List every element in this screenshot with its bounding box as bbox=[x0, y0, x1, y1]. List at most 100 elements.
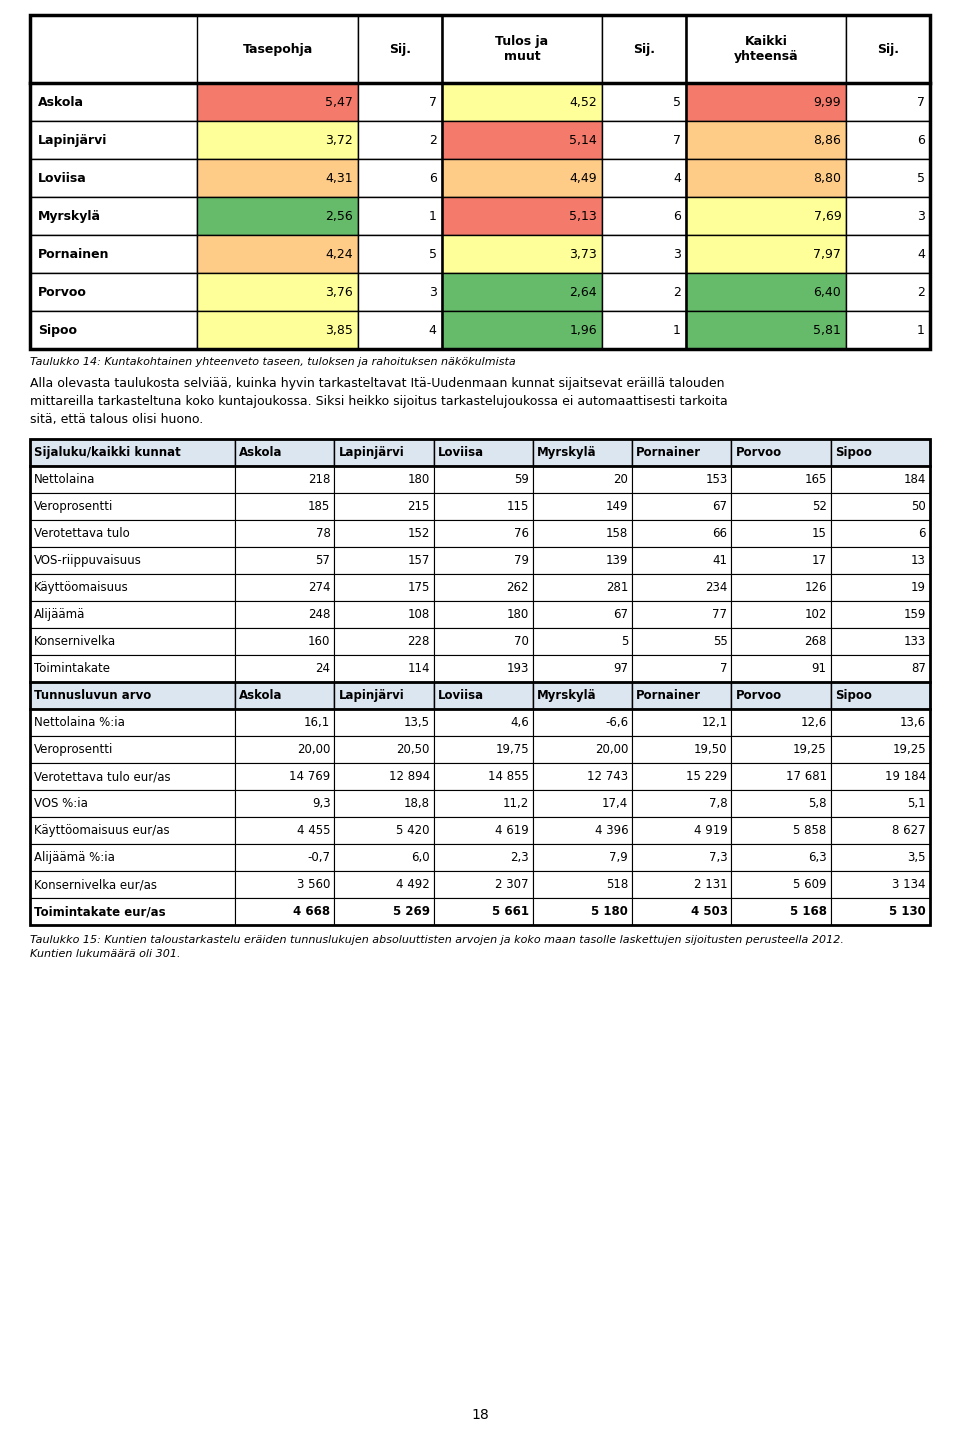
Text: 5: 5 bbox=[621, 635, 628, 648]
Text: 4 455: 4 455 bbox=[297, 825, 330, 838]
Text: 11,2: 11,2 bbox=[503, 798, 529, 810]
Bar bbox=[30, 312, 198, 349]
Bar bbox=[434, 845, 533, 871]
Text: 7: 7 bbox=[428, 96, 437, 109]
Text: 3: 3 bbox=[673, 249, 681, 262]
Bar bbox=[30, 467, 235, 493]
Text: Lapinjärvi: Lapinjärvi bbox=[339, 447, 404, 460]
Bar bbox=[30, 790, 235, 818]
Bar bbox=[434, 710, 533, 736]
Bar bbox=[732, 683, 830, 710]
Bar bbox=[442, 273, 602, 312]
Bar bbox=[434, 683, 533, 710]
Text: Myrskylä: Myrskylä bbox=[38, 210, 101, 223]
Bar bbox=[633, 763, 732, 790]
Text: 13,5: 13,5 bbox=[403, 717, 430, 730]
Text: 6: 6 bbox=[917, 134, 925, 147]
Bar bbox=[434, 736, 533, 763]
Bar bbox=[235, 845, 334, 871]
Bar bbox=[334, 520, 434, 547]
Text: Kaikki
yhteensä: Kaikki yhteensä bbox=[733, 34, 799, 63]
Text: 4 668: 4 668 bbox=[294, 905, 330, 918]
Text: 180: 180 bbox=[407, 473, 430, 486]
Text: 160: 160 bbox=[308, 635, 330, 648]
Bar bbox=[633, 683, 732, 710]
Bar bbox=[442, 312, 602, 349]
Text: 20,00: 20,00 bbox=[297, 743, 330, 756]
Bar bbox=[633, 547, 732, 575]
Text: Sipoo: Sipoo bbox=[38, 323, 77, 336]
Text: 18,8: 18,8 bbox=[403, 798, 430, 810]
Bar bbox=[685, 83, 847, 121]
Bar bbox=[334, 871, 434, 898]
Bar bbox=[533, 683, 633, 710]
Text: 20: 20 bbox=[613, 473, 628, 486]
Text: 18: 18 bbox=[471, 1408, 489, 1423]
Bar bbox=[732, 547, 830, 575]
Text: 2: 2 bbox=[429, 134, 437, 147]
Text: -6,6: -6,6 bbox=[605, 717, 628, 730]
Text: 139: 139 bbox=[606, 555, 628, 568]
Text: 15 229: 15 229 bbox=[686, 770, 728, 783]
Bar bbox=[30, 845, 235, 871]
Text: 4: 4 bbox=[917, 249, 925, 262]
Text: -0,7: -0,7 bbox=[307, 851, 330, 865]
Bar bbox=[830, 440, 930, 467]
Bar bbox=[334, 790, 434, 818]
Bar bbox=[685, 236, 847, 273]
Bar bbox=[434, 493, 533, 520]
Text: 17: 17 bbox=[812, 555, 827, 568]
Bar bbox=[830, 602, 930, 628]
Bar bbox=[533, 628, 633, 655]
Text: Pornainen: Pornainen bbox=[38, 249, 109, 262]
Text: Askola: Askola bbox=[38, 96, 84, 109]
Bar bbox=[334, 683, 434, 710]
Bar bbox=[358, 273, 442, 312]
Text: 7: 7 bbox=[720, 662, 728, 675]
Text: Porvoo: Porvoo bbox=[38, 286, 86, 299]
Bar bbox=[830, 547, 930, 575]
Bar bbox=[235, 790, 334, 818]
Bar bbox=[847, 273, 930, 312]
Bar bbox=[847, 83, 930, 121]
Text: 66: 66 bbox=[712, 527, 728, 540]
Text: Porvoo: Porvoo bbox=[735, 447, 781, 460]
Text: mittareilla tarkasteltuna koko kuntajoukossa. Siksi heikko sijoitus tarkastelujo: mittareilla tarkasteltuna koko kuntajouk… bbox=[30, 395, 728, 408]
Text: 13,6: 13,6 bbox=[900, 717, 926, 730]
Text: 262: 262 bbox=[507, 582, 529, 595]
Bar bbox=[685, 160, 847, 197]
Text: 3,5: 3,5 bbox=[907, 851, 926, 865]
Text: 79: 79 bbox=[514, 555, 529, 568]
Bar bbox=[732, 790, 830, 818]
Text: 59: 59 bbox=[514, 473, 529, 486]
Text: 184: 184 bbox=[903, 473, 926, 486]
Text: 5 180: 5 180 bbox=[591, 905, 628, 918]
Bar bbox=[533, 655, 633, 683]
Text: 4,52: 4,52 bbox=[569, 96, 597, 109]
Bar bbox=[830, 520, 930, 547]
Bar bbox=[533, 736, 633, 763]
Text: 180: 180 bbox=[507, 608, 529, 621]
Text: 4 619: 4 619 bbox=[495, 825, 529, 838]
Text: Sipoo: Sipoo bbox=[835, 447, 872, 460]
Text: Porvoo: Porvoo bbox=[735, 690, 781, 703]
Bar bbox=[533, 575, 633, 602]
Text: 8,80: 8,80 bbox=[813, 172, 841, 185]
Text: 157: 157 bbox=[407, 555, 430, 568]
Text: 5,1: 5,1 bbox=[907, 798, 926, 810]
Bar bbox=[30, 628, 235, 655]
Bar bbox=[533, 467, 633, 493]
Text: 70: 70 bbox=[514, 635, 529, 648]
Text: 153: 153 bbox=[706, 473, 728, 486]
Text: 7,8: 7,8 bbox=[708, 798, 728, 810]
Text: 91: 91 bbox=[812, 662, 827, 675]
Text: 4,24: 4,24 bbox=[325, 249, 353, 262]
Bar bbox=[30, 871, 235, 898]
Bar bbox=[847, 312, 930, 349]
Bar bbox=[30, 818, 235, 845]
Text: 268: 268 bbox=[804, 635, 827, 648]
Bar bbox=[602, 273, 685, 312]
Bar bbox=[633, 818, 732, 845]
Bar bbox=[830, 467, 930, 493]
Bar bbox=[685, 197, 847, 236]
